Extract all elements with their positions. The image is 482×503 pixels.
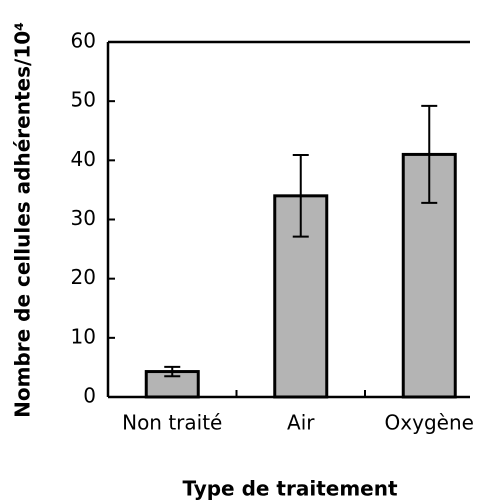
x-axis-title: Type de traitement <box>182 477 398 501</box>
y-axis-title: Nombre de cellules adhérentes/10⁴ <box>11 22 35 418</box>
error-bar <box>164 365 181 378</box>
y-tick-label: 10 <box>71 324 96 348</box>
error-bar <box>292 154 309 238</box>
y-tick-label: 30 <box>71 206 96 230</box>
x-tick-label: Air <box>287 411 315 435</box>
x-tick-label: Non traité <box>122 411 222 435</box>
y-tick-label: 60 <box>71 29 96 53</box>
y-tick-label: 0 <box>83 384 96 408</box>
y-tick-label: 20 <box>71 265 96 289</box>
y-tick-label: 50 <box>71 88 96 112</box>
x-tick-label: Oxygène <box>385 411 474 435</box>
y-tick-label: 40 <box>71 147 96 171</box>
error-bar <box>421 104 438 204</box>
